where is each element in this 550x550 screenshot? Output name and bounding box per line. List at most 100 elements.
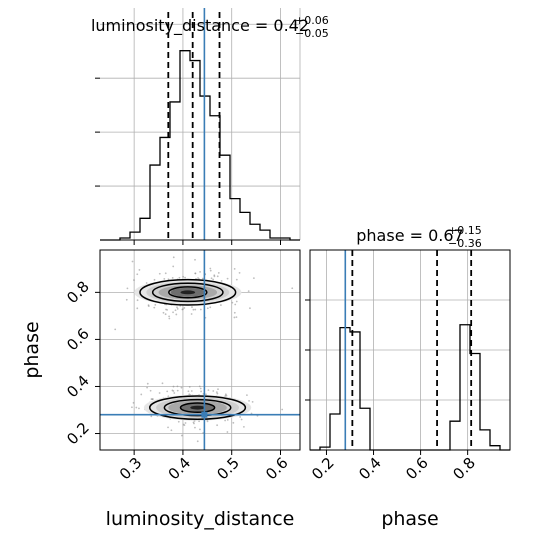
scatter-point [153,306,156,309]
scatter-point [217,388,219,391]
x-tick-label: 0.6 [262,454,292,484]
scatter-point [202,432,205,434]
scatter-point [199,428,201,431]
contour-line [168,286,208,299]
scatter-point [114,328,117,331]
scatter-point [166,308,169,311]
title-luminosity-distance: luminosity_distance = 0.42 [91,16,309,36]
scatter-point [235,278,238,281]
scatter-point [200,390,202,393]
scatter-point [226,431,229,433]
scatter-point [206,307,209,310]
grid-top-panel [100,8,301,240]
y-tick-label: 0.4 [63,372,93,402]
scatter-point [194,426,196,429]
scatter-point [178,276,181,279]
scatter-point [190,390,193,392]
title-ld-plus: +0.06 [295,14,329,27]
scatter-point [199,270,201,273]
y-tick-label: 0.2 [63,419,93,449]
scatter-point [174,309,177,312]
scatter-point [150,415,153,418]
scatter-point [172,385,175,388]
scatter-point [239,416,242,418]
contour-line [163,398,232,417]
truth-marker [201,411,208,418]
scatter-point [206,420,209,423]
scatter-point [233,311,236,314]
scatter-point [172,311,174,314]
scatter-point [248,399,250,402]
scatter-point [240,418,243,421]
scatter-point [172,256,175,259]
scatter-point [199,387,202,390]
scatter-point [192,308,195,311]
scatter-point [145,282,148,284]
scatter-point [212,390,215,392]
scatter-point [226,419,229,421]
scatter-point [198,420,200,423]
scatter-point [291,287,294,290]
scatter-point [210,277,213,280]
scatter-point [190,313,193,315]
scatter-point [281,408,284,411]
scatter-point [133,279,135,281]
scatter-point [131,406,133,409]
title-phase-minus: −0.36 [448,237,482,250]
top-panel-frame [100,8,300,240]
x-tick-label: 0.6 [402,454,432,484]
contour-line [151,282,224,303]
scatter-point [167,278,170,281]
scatter-point [182,275,185,278]
joint-contours [139,278,247,421]
scatter-point [176,385,179,388]
scatter-point [158,392,161,394]
scatter-point [216,424,219,427]
scatter-point [187,390,190,393]
scatter-point [184,422,187,424]
x-tick-label: 0.8 [449,454,479,484]
scatter-point [136,299,139,302]
scatter-point [168,315,171,318]
scatter-point [233,316,236,319]
contour-line [179,402,216,414]
scatter-point [183,307,186,309]
scatter-point [224,419,227,422]
scatter-point [225,394,228,397]
scatter-point [220,279,223,282]
scatter-point [192,421,195,424]
scatter-point [201,277,204,280]
scatter-point [252,277,255,279]
scatter-point [162,311,165,314]
scatter-point [249,307,251,310]
title-ld-minus: −0.05 [295,27,329,40]
scatter-point [209,306,212,309]
scatter-point [135,406,138,409]
scatter-point [153,278,156,281]
scatter-point [233,267,236,270]
luminosity-distance-histogram [100,50,300,241]
scatter-point [194,258,196,261]
scatter-point [149,389,152,392]
scatter-point [194,272,197,275]
joint-panel-frame [99,249,301,451]
scatter-point [242,425,245,428]
scatter-point [125,298,128,301]
x-axis-label-luminosity-distance: luminosity_distance [106,508,295,530]
scatter-point [173,392,176,394]
scatter-point [163,278,166,280]
scatter-point [151,398,154,401]
scatter-point [131,260,134,263]
x-tick-label: 0.3 [116,454,146,484]
scatter-point [220,304,222,306]
truth-lines [100,8,347,450]
scatter-point [199,308,202,311]
y-tick-label: 0.8 [63,278,93,308]
scatter-point [180,386,183,389]
scatter-point [180,434,183,437]
scatter-point [217,272,220,274]
scatter-point [246,394,248,397]
scatter-point [176,389,179,392]
scatter-point [235,316,238,319]
scatter-point [168,317,171,320]
